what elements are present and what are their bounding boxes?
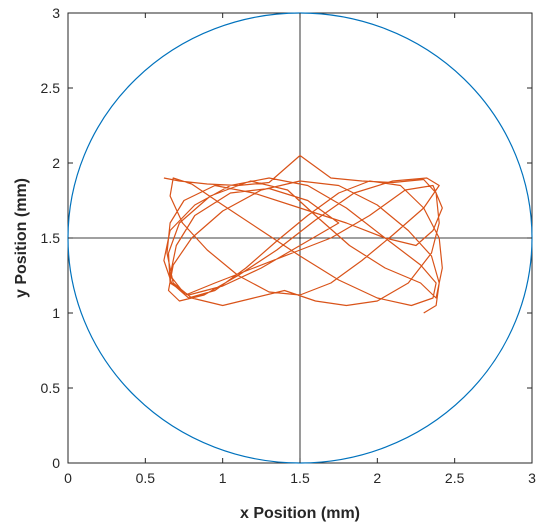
x-tick-label: 0.5: [136, 470, 156, 486]
y-tick-label: 1: [52, 305, 60, 321]
y-tick-label: 0: [52, 455, 60, 471]
x-tick-label: 0: [64, 470, 72, 486]
x-axis-title: x Position (mm): [240, 505, 360, 522]
y-tick-label: 2: [52, 155, 60, 171]
series-line-0: [163, 154, 443, 314]
x-tick-label: 2: [373, 470, 381, 486]
x-tick-label: 2.5: [445, 470, 465, 486]
plot-area: [67, 12, 533, 464]
y-axis-ticks: 0 0.5 1 1.5 2 2.5 3: [41, 5, 532, 471]
x-tick-label: 1.5: [290, 470, 310, 486]
y-tick-label: 0.5: [41, 380, 61, 396]
x-tick-label: 1: [219, 470, 227, 486]
x-axis-ticks: 0 0.5 1 1.5 2 2.5 3: [64, 13, 536, 486]
y-tick-label: 1.5: [41, 230, 61, 246]
y-tick-label: 2.5: [41, 80, 61, 96]
x-tick-label: 3: [528, 470, 536, 486]
y-axis-title: y Position (mm): [13, 178, 30, 298]
y-tick-label: 3: [52, 5, 60, 21]
